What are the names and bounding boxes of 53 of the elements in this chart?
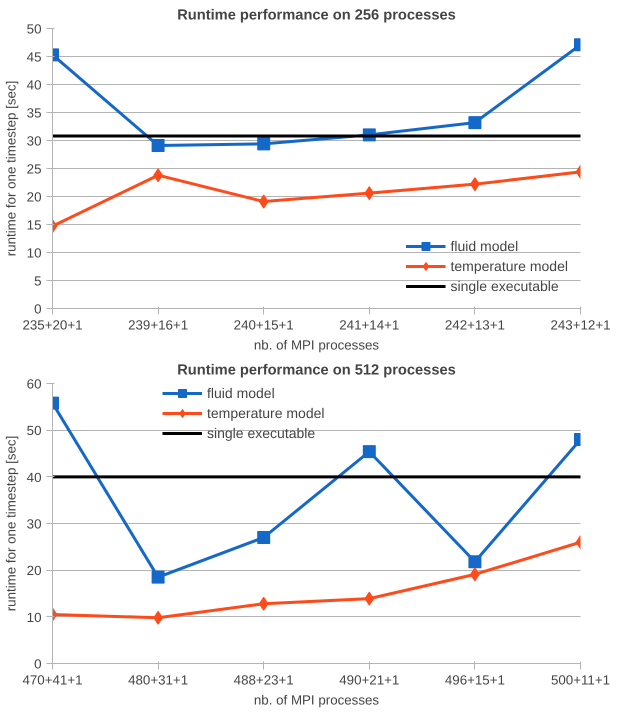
point <box>258 596 269 611</box>
point <box>362 445 376 458</box>
y-tick-label: 5 <box>34 274 42 288</box>
y-tick-label: 30 <box>26 134 42 148</box>
y-axis-title: runtime for one timestep [sec] <box>4 80 19 256</box>
y-tick-label: 45 <box>26 50 42 64</box>
point <box>468 555 482 568</box>
legend-label: temperature model <box>207 405 325 421</box>
point <box>152 570 165 584</box>
point <box>257 137 270 150</box>
y-tick-label: 35 <box>26 106 42 120</box>
y-tick-label: 20 <box>26 563 42 578</box>
x-tick-label: 239+16+1 <box>128 318 188 332</box>
legend-label: single executable <box>450 278 559 294</box>
y-tick-label: 10 <box>26 610 42 625</box>
y-tick-label: 0 <box>34 656 42 672</box>
point <box>257 531 270 544</box>
x-tick-label: 240+15+1 <box>234 318 294 332</box>
x-tick-label: 470+41+1 <box>22 672 83 688</box>
y-tick-label: 0 <box>34 302 42 316</box>
x-tick-label: 500+11+1 <box>550 672 610 688</box>
point <box>468 116 482 130</box>
y-tick-label: 30 <box>26 516 42 532</box>
chart-title: Runtime performance on 256 processes <box>177 8 456 24</box>
legend-label: fluid model <box>450 238 518 254</box>
y-tick-label: 50 <box>26 423 42 438</box>
y-tick-label: 10 <box>26 246 42 260</box>
y-tick-label: 15 <box>26 218 42 232</box>
x-tick-label: 490+21+1 <box>339 672 400 688</box>
x-tick-label: 242+13+1 <box>444 318 505 332</box>
y-tick-label: 20 <box>26 190 42 204</box>
y-tick-label: 60 <box>26 376 42 392</box>
x-tick-label: 496+15+1 <box>444 672 505 688</box>
legend-label: single executable <box>207 425 316 441</box>
x-tick-label: 488+23+1 <box>234 672 294 688</box>
y-tick-label: 25 <box>26 162 42 176</box>
y-tick-label: 50 <box>26 22 42 36</box>
x-tick-label: 480+31+1 <box>128 672 188 688</box>
point <box>152 139 165 152</box>
point <box>258 194 269 209</box>
point <box>364 592 374 606</box>
chart-title: Runtime performance on 512 processes <box>177 362 456 378</box>
y-axis-title: runtime for one timestep [sec] <box>4 436 19 612</box>
x-tick-label: 243+12+1 <box>550 318 611 332</box>
x-tick-label: 241+14+1 <box>339 318 400 332</box>
legend-label: temperature model <box>450 258 568 274</box>
point <box>364 186 374 200</box>
y-tick-label: 40 <box>26 470 42 485</box>
x-tick-label: 235+20+1 <box>22 318 83 332</box>
legend-label: fluid model <box>207 385 275 401</box>
y-tick-label: 40 <box>26 78 42 92</box>
x-axis-title: nb. of MPI processes <box>254 692 380 708</box>
x-axis-title: nb. of MPI processes <box>254 338 380 352</box>
